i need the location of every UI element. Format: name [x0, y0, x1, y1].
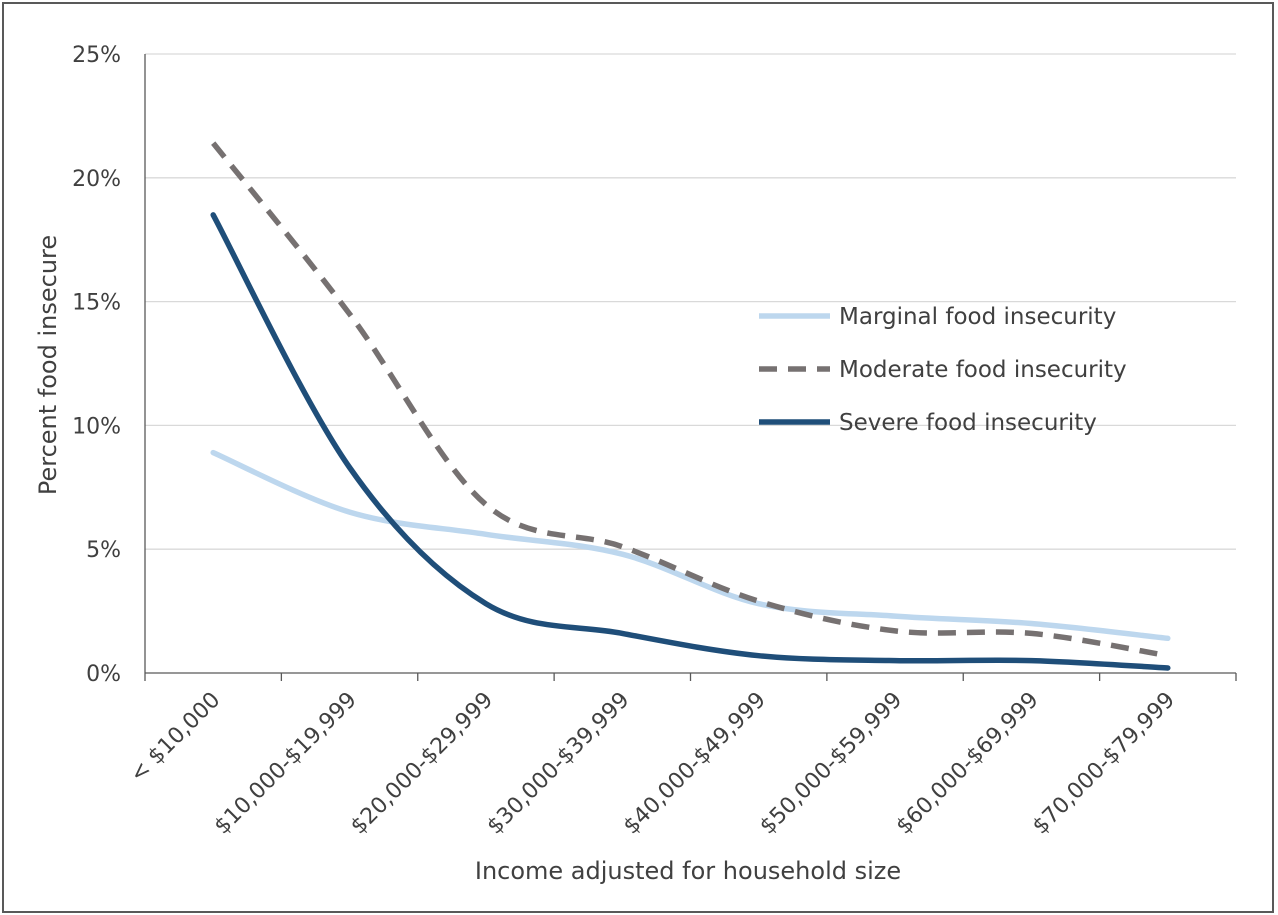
series-line-severe [210, 212, 1171, 671]
series-line-marginal [210, 449, 1171, 642]
legend-label-severe: Severe food insecurity [839, 410, 1097, 436]
x-tick-label: $10,000-$19,999 [210, 688, 362, 840]
y-axis: 0% 5% 10% 15% 20% 25% [72, 43, 146, 687]
y-tick-label: 0% [86, 662, 121, 687]
series-lines [210, 141, 1171, 671]
x-tick-label: $40,000-$49,999 [619, 688, 771, 840]
gridlines [145, 53, 1236, 550]
x-tick-label: $70,000-$79,999 [1028, 688, 1180, 840]
y-tick-label: 15% [72, 291, 121, 316]
x-axis-title: Income adjusted for household size [475, 857, 901, 885]
x-tick-label: $60,000-$69,999 [892, 688, 1044, 840]
legend: Marginal food insecurity Moderate food in… [759, 304, 1127, 436]
x-axis: < $10,000$10,000-$19,999$20,000-$29,999$… [125, 672, 1237, 840]
x-tick-label: $50,000-$59,999 [755, 688, 907, 840]
x-tick-label: < $10,000 [125, 688, 225, 788]
series-line-moderate [211, 141, 1169, 659]
x-tick-label: $30,000-$39,999 [483, 688, 635, 840]
x-tick-label: $20,000-$29,999 [346, 688, 498, 840]
y-tick-label: 25% [72, 43, 121, 68]
y-axis-title: Percent food insecure [34, 235, 62, 495]
y-tick-label: 20% [72, 167, 121, 192]
y-tick-label: 10% [72, 414, 121, 439]
legend-label-marginal: Marginal food insecurity [839, 304, 1116, 330]
y-tick-label: 5% [86, 538, 121, 563]
legend-label-moderate: Moderate food insecurity [839, 357, 1127, 383]
